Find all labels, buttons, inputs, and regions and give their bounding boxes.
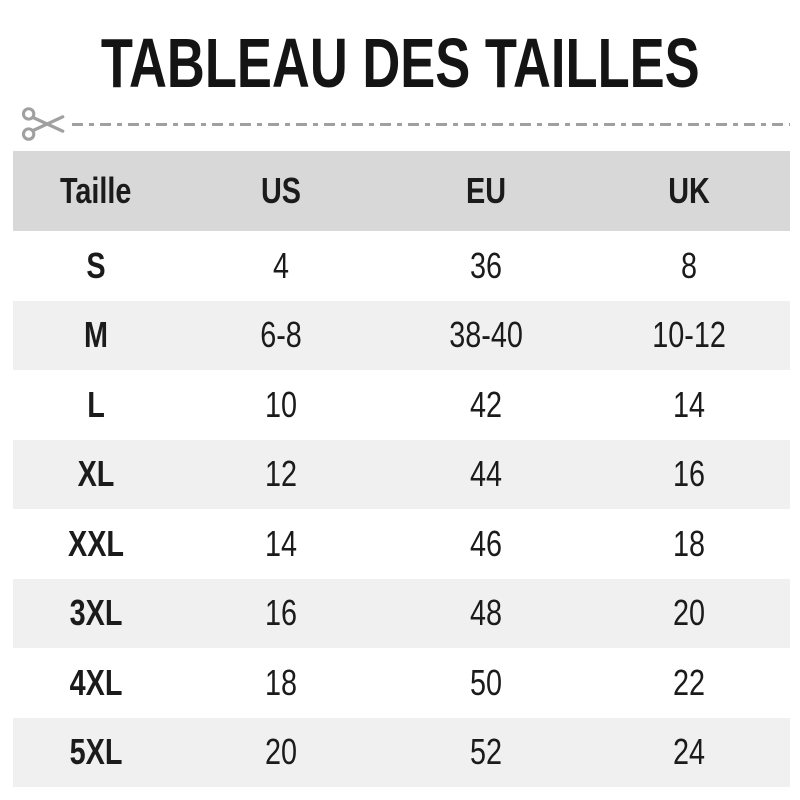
header-us: US	[179, 151, 383, 231]
us-value: 18	[265, 661, 298, 703]
size-label: 3XL	[69, 592, 123, 634]
header-taille-label: Taille	[60, 170, 132, 211]
size-label: L	[87, 383, 105, 425]
uk-cell: 10-12	[588, 301, 790, 371]
us-cell: 12	[179, 440, 383, 510]
size-label: XXL	[68, 522, 125, 564]
uk-cell: 16	[588, 440, 790, 510]
uk-value: 14	[672, 383, 705, 425]
uk-value: 22	[672, 661, 705, 703]
us-value: 16	[265, 592, 298, 634]
us-cell: 18	[179, 648, 383, 718]
size-chart-sheet: TABLEAU DES TAILLES Taille US EU UK S 4 …	[0, 26, 800, 800]
page-title-text: TABLEAU DES TAILLES	[100, 24, 700, 102]
eu-cell: 44	[384, 440, 588, 510]
table-row: 3XL 16 48 20	[13, 578, 790, 649]
header-eu-label: EU	[465, 170, 506, 211]
cut-line	[20, 102, 790, 146]
size-label: 4XL	[69, 661, 123, 703]
size-label: M	[84, 314, 109, 356]
eu-cell: 36	[384, 231, 588, 301]
table-header-row: Taille US EU UK	[13, 151, 790, 231]
size-label: XL	[77, 453, 115, 495]
eu-value: 44	[469, 453, 502, 495]
uk-cell: 22	[588, 648, 790, 718]
eu-value: 42	[469, 383, 502, 425]
size-cell: M	[13, 301, 179, 371]
uk-cell: 14	[588, 370, 790, 440]
eu-cell: 42	[384, 370, 588, 440]
scissors-icon	[21, 107, 65, 141]
header-taille: Taille	[13, 151, 179, 231]
header-us-label: US	[261, 170, 302, 211]
us-cell: 20	[179, 718, 383, 788]
uk-cell: 24	[588, 718, 790, 788]
size-cell: 5XL	[13, 718, 179, 788]
size-cell: 3XL	[13, 579, 179, 649]
dashed-cut-line	[72, 122, 790, 126]
us-value: 6-8	[260, 314, 303, 356]
size-cell: XXL	[13, 509, 179, 579]
size-cell: XL	[13, 440, 179, 510]
uk-value: 24	[672, 731, 705, 773]
table-row: 4XL 18 50 22	[13, 648, 790, 718]
us-cell: 6-8	[179, 301, 383, 371]
eu-value: 36	[469, 244, 502, 286]
size-label: S	[86, 244, 106, 286]
size-label: 5XL	[69, 731, 123, 773]
size-cell: L	[13, 370, 179, 440]
page-title: TABLEAU DES TAILLES	[0, 26, 800, 100]
table-row: M 6-8 38-40 10-12	[13, 300, 790, 371]
eu-value: 52	[469, 731, 502, 773]
eu-cell: 38-40	[384, 301, 588, 371]
table-row: XXL 14 46 18	[13, 509, 790, 579]
us-value: 14	[265, 522, 298, 564]
header-uk-label: UK	[668, 170, 710, 211]
eu-cell: 50	[384, 648, 588, 718]
us-cell: 16	[179, 579, 383, 649]
eu-value: 48	[469, 592, 502, 634]
size-table: Taille US EU UK S 4 36 8 M 6-8 38-40 10-…	[13, 151, 790, 787]
table-row: XL 12 44 16	[13, 439, 790, 510]
us-value: 12	[265, 453, 298, 495]
eu-cell: 48	[384, 579, 588, 649]
size-cell: S	[13, 231, 179, 301]
table-row: S 4 36 8	[13, 231, 790, 301]
eu-cell: 52	[384, 718, 588, 788]
header-uk: UK	[588, 151, 790, 231]
eu-value: 50	[469, 661, 502, 703]
us-value: 20	[265, 731, 298, 773]
header-eu: EU	[384, 151, 588, 231]
uk-value: 18	[672, 522, 705, 564]
uk-value: 20	[672, 592, 705, 634]
uk-cell: 8	[588, 231, 790, 301]
eu-cell: 46	[384, 509, 588, 579]
uk-cell: 18	[588, 509, 790, 579]
eu-value: 46	[469, 522, 502, 564]
table-row: 5XL 20 52 24	[13, 717, 790, 788]
uk-value: 8	[680, 244, 697, 286]
uk-value: 16	[672, 453, 705, 495]
size-cell: 4XL	[13, 648, 179, 718]
us-cell: 10	[179, 370, 383, 440]
uk-cell: 20	[588, 579, 790, 649]
us-value: 4	[273, 244, 290, 286]
table-row: L 10 42 14	[13, 370, 790, 440]
eu-value: 38-40	[448, 314, 523, 356]
us-cell: 14	[179, 509, 383, 579]
us-value: 10	[265, 383, 298, 425]
uk-value: 10-12	[652, 314, 726, 356]
us-cell: 4	[179, 231, 383, 301]
